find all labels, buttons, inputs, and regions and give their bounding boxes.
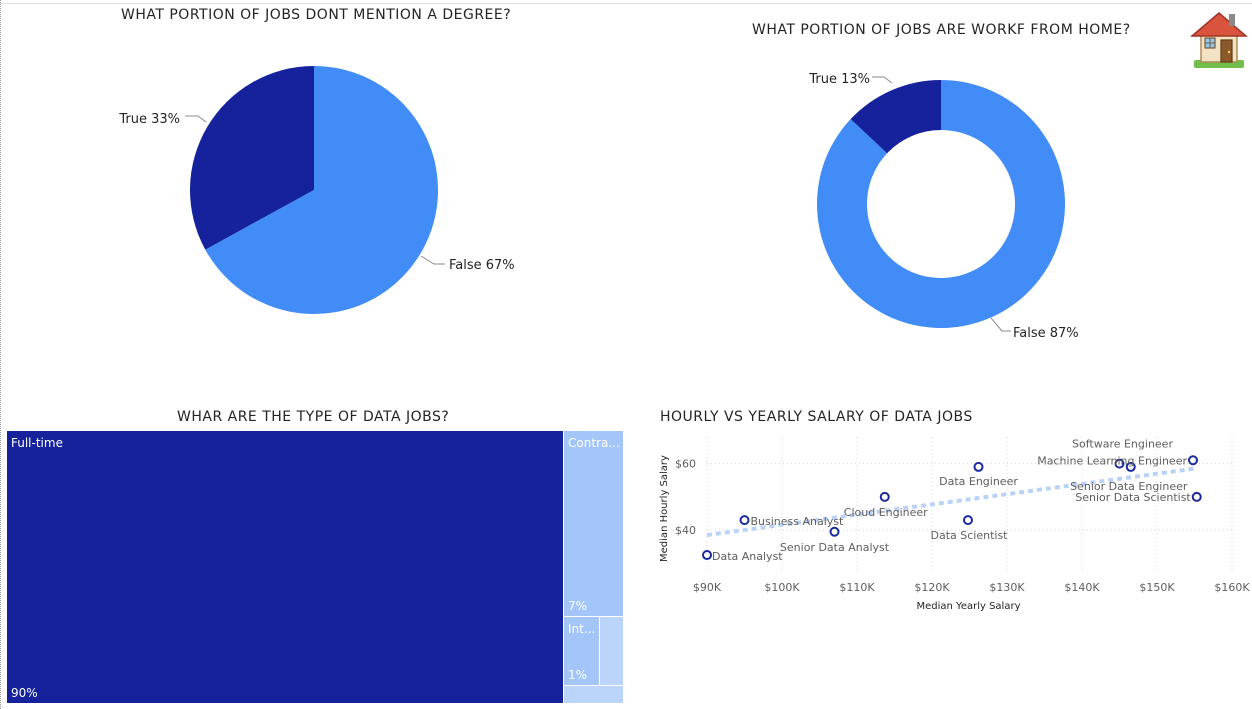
wfh-donut-title: WHAT PORTION OF JOBS ARE WORKF FROM HOME… — [752, 22, 1131, 38]
x-tick-label: $150K — [1139, 581, 1175, 594]
scatter-label-senior-data-engineer: Senior Data Engineer — [1070, 480, 1188, 493]
y-tick-label: $60 — [675, 458, 696, 471]
treemap-cell-small-2[interactable] — [564, 686, 623, 703]
salary-scatter-chart[interactable]: $90K $100K $110K $120K $130K $140K $150K $160K $… — [640, 395, 1252, 709]
scatter-label-senior-data-scientist: Senior Data Scientist — [1075, 491, 1191, 504]
degree-pie-slice-false[interactable] — [205, 66, 438, 314]
wfh-donut-leader-line-false — [990, 317, 1011, 332]
scatter-point-senior-data-scientist[interactable] — [1191, 491, 1202, 502]
scatter-label-data-engineer: Data Engineer — [939, 475, 1018, 488]
x-tick-label: $130K — [989, 581, 1025, 594]
wfh-donut-slice-true[interactable] — [850, 80, 941, 154]
treemap-cell-small-1[interactable] — [600, 617, 623, 685]
scatter-label-machine-learning-engineer: Machine Learning Engineer — [1037, 454, 1187, 467]
scatter-label-software-engineer: Software Engineer — [1072, 438, 1173, 451]
y-tick-label: $40 — [675, 524, 696, 537]
page-left-border — [0, 0, 1, 709]
scatter-point-cloud-engineer[interactable] — [879, 491, 890, 502]
scatter-label-data-analyst: Data Analyst — [712, 550, 783, 563]
scatter-point-data-engineer[interactable] — [973, 461, 984, 472]
scatter-point-machine-learning-engineer[interactable] — [1188, 455, 1198, 466]
scatter-point-software-engineer[interactable] — [1114, 458, 1125, 469]
house-icon — [1190, 12, 1248, 68]
scatter-point-data-analyst[interactable] — [702, 550, 712, 561]
x-tick-label: $90K — [693, 581, 722, 594]
x-tick-label: $160K — [1214, 581, 1250, 594]
x-axis-title: Median Yearly Salary — [916, 601, 1020, 612]
treemap-label-contract: Contra... — [568, 436, 620, 450]
y-axis-title: Median Hourly Salary — [659, 455, 670, 562]
degree-pie-label-false: False 67% — [449, 258, 515, 273]
scatter-title: HOURLY VS YEARLY SALARY OF DATA JOBS — [660, 409, 973, 425]
job-type-treemap-visual[interactable]: WHAR ARE THE TYPE OF DATA JOBS? Full-tim… — [0, 395, 640, 709]
degree-pie-chart[interactable]: True 33% False 67% — [0, 0, 640, 380]
wfh-donut-label-false: False 87% — [1013, 326, 1079, 341]
scatter-label-business-analyst: Business Analyst — [751, 515, 845, 528]
scatter-label-data-scientist: Data Scientist — [931, 529, 1009, 542]
x-tick-label: $120K — [914, 581, 950, 594]
wfh-donut-visual[interactable]: WHAT PORTION OF JOBS ARE WORKF FROM HOME… — [640, 0, 1252, 380]
treemap-title: WHAR ARE THE TYPE OF DATA JOBS? — [177, 409, 450, 425]
treemap-cell-full-time[interactable]: Full-time 90% — [7, 431, 563, 703]
treemap-cell-internship[interactable]: Int... 1% — [564, 617, 599, 685]
wfh-donut-slice-false[interactable] — [816, 80, 1065, 328]
treemap-label-full-time: Full-time — [11, 436, 63, 450]
degree-pie-visual[interactable]: WHAT PORTION OF JOBS DONT MENTION A DEGR… — [0, 0, 640, 380]
page-top-border — [0, 0, 1252, 4]
treemap-value-full-time: 90% — [11, 686, 38, 700]
wfh-donut-label-true: True 13% — [808, 72, 870, 87]
scatter-point-senior-data-engineer[interactable] — [1125, 461, 1136, 472]
scatter-point-senior-data-analyst[interactable] — [829, 526, 840, 537]
wfh-donut-chart[interactable]: True 13% False 87% — [640, 0, 1252, 380]
scatter-label-cloud-engineer: Cloud Engineer — [844, 506, 928, 519]
degree-pie-leader-line-true — [185, 115, 207, 123]
scatter-point-data-scientist[interactable] — [963, 515, 973, 526]
x-tick-label: $140K — [1064, 581, 1100, 594]
scatter-point-business-analyst[interactable] — [739, 515, 750, 526]
x-tick-label: $110K — [839, 581, 875, 594]
degree-pie-label-true: True 33% — [118, 112, 180, 127]
treemap-value-internship: 1% — [568, 668, 588, 682]
degree-pie-leader-line-false — [420, 255, 445, 265]
salary-scatter-visual[interactable]: HOURLY VS YEARLY SALARY OF DATA JOBS $90… — [640, 395, 1252, 709]
scatter-label-senior-data-analyst: Senior Data Analyst — [780, 541, 890, 554]
treemap-cell-contract[interactable]: Contra... 7% — [564, 431, 623, 616]
treemap-value-contract: 7% — [568, 599, 588, 613]
degree-pie-title: WHAT PORTION OF JOBS DONT MENTION A DEGR… — [121, 7, 512, 23]
x-tick-label: $100K — [764, 581, 800, 594]
wfh-donut-leader-line-true — [872, 76, 893, 84]
treemap-label-internship: Int... — [568, 622, 596, 636]
trend-line — [706, 466, 1195, 538]
degree-pie-slice-true[interactable] — [190, 66, 314, 250]
